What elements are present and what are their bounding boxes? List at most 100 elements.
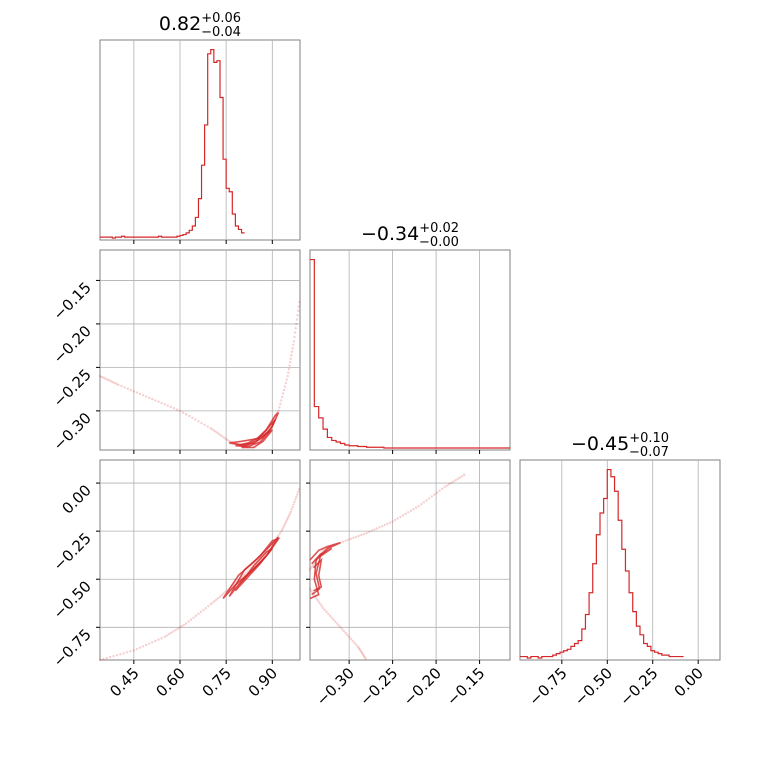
sample-point: [216, 596, 220, 600]
sample-point: [174, 628, 177, 632]
x-tick-label: −0.50: [571, 664, 616, 709]
sample-point: [357, 534, 360, 538]
sample-point: [220, 593, 224, 597]
sample-point: [287, 514, 291, 517]
sample-point: [438, 489, 441, 492]
sample-point: [163, 635, 166, 639]
sample-point: [189, 618, 193, 621]
sample-point: [414, 506, 418, 509]
sample-point: [284, 381, 288, 385]
sample-point: [294, 327, 297, 330]
sample-point: [151, 641, 154, 644]
sample-point: [339, 626, 342, 629]
sample-point: [354, 643, 358, 646]
histogram-steps: [520, 468, 684, 659]
x-tick-label: −0.25: [616, 664, 661, 709]
sample-point: [399, 515, 402, 519]
panel-p1-vs-p3: [98, 488, 301, 662]
sample-point: [407, 511, 410, 514]
sample-point: [340, 628, 344, 631]
sample-point: [386, 522, 389, 526]
sample-point: [280, 399, 283, 402]
sample-point: [296, 493, 299, 496]
panel-p1-marginal-frame: [99, 39, 301, 241]
sample-point: [200, 421, 203, 425]
sample-point: [341, 540, 345, 543]
sample-point: [119, 653, 122, 656]
sample-point: [191, 416, 194, 420]
sample-point: [206, 425, 209, 428]
x-tick-label: −0.30: [313, 664, 358, 709]
sample-point: [321, 549, 325, 552]
sample-point: [165, 634, 168, 637]
sample-point: [323, 608, 326, 612]
sample-point: [357, 646, 360, 650]
sample-point: [433, 493, 436, 496]
x-tick-label: 0.75: [199, 664, 235, 700]
sample-point: [220, 434, 224, 438]
sample-point: [278, 406, 281, 409]
sample-point: [378, 526, 381, 529]
sample-point: [120, 384, 123, 388]
y-tick-label: −0.15: [50, 279, 95, 324]
sample-point: [317, 601, 321, 604]
sample-point: [375, 527, 379, 530]
sample-point: [297, 305, 300, 308]
contour-level: [234, 547, 273, 592]
panel-p3-marginal-grid: −0.75 −0.50 −0.25 0.00: [525, 460, 707, 709]
sample-point: [293, 335, 296, 339]
sample-point: [460, 474, 464, 478]
title-plus: +0.02: [419, 221, 459, 236]
sample-point: [209, 427, 212, 430]
sample-point: [435, 491, 439, 494]
sample-point: [178, 409, 182, 413]
sample-point: [228, 440, 231, 443]
sample-point: [224, 437, 227, 440]
sample-point: [282, 526, 285, 529]
sample-point: [102, 657, 105, 661]
sample-point: [291, 347, 294, 350]
sample-point: [315, 597, 318, 600]
panel-p2-marginal: −0.34+0.02 −0.00: [310, 221, 510, 449]
sample-point: [215, 598, 218, 601]
sample-point: [129, 650, 132, 653]
sample-point: [320, 604, 323, 608]
sample-point: [113, 381, 116, 385]
sample-point: [285, 518, 289, 521]
sample-point: [169, 405, 172, 409]
sample-point: [447, 483, 451, 486]
sample-point: [412, 508, 415, 511]
sample-point: [287, 371, 290, 374]
y-tick-label: −0.50: [50, 577, 95, 622]
sample-point: [132, 390, 136, 393]
panel-p1-marginal-grid: [133, 40, 273, 244]
sample-point: [138, 392, 142, 396]
sample-point: [296, 490, 300, 494]
sample-point: [430, 495, 433, 498]
sample-point: [98, 658, 102, 662]
sample-point: [358, 648, 361, 651]
sample-point: [330, 616, 333, 619]
sample-point: [351, 639, 354, 642]
sample-point: [278, 532, 282, 535]
sample-point: [202, 608, 205, 612]
sample-point: [181, 411, 185, 414]
sample-point: [211, 601, 214, 604]
sample-point: [108, 379, 111, 382]
title-median: −0.45: [571, 433, 629, 455]
sample-point: [132, 649, 136, 652]
sample-point: [122, 652, 125, 655]
sample-point: [452, 480, 455, 483]
sample-point: [347, 635, 351, 639]
sample-point: [383, 523, 386, 527]
sample-point: [391, 520, 394, 523]
panel-p2-marginal-grid: [348, 250, 481, 454]
sample-point: [242, 573, 246, 577]
sample-point: [456, 477, 460, 481]
panel-p3-marginal-frame: [519, 459, 721, 661]
sample-point: [327, 612, 330, 616]
sample-point: [157, 400, 160, 403]
sample-point: [281, 392, 285, 395]
title-minus: −0.04: [201, 25, 241, 40]
sample-point: [409, 509, 413, 512]
